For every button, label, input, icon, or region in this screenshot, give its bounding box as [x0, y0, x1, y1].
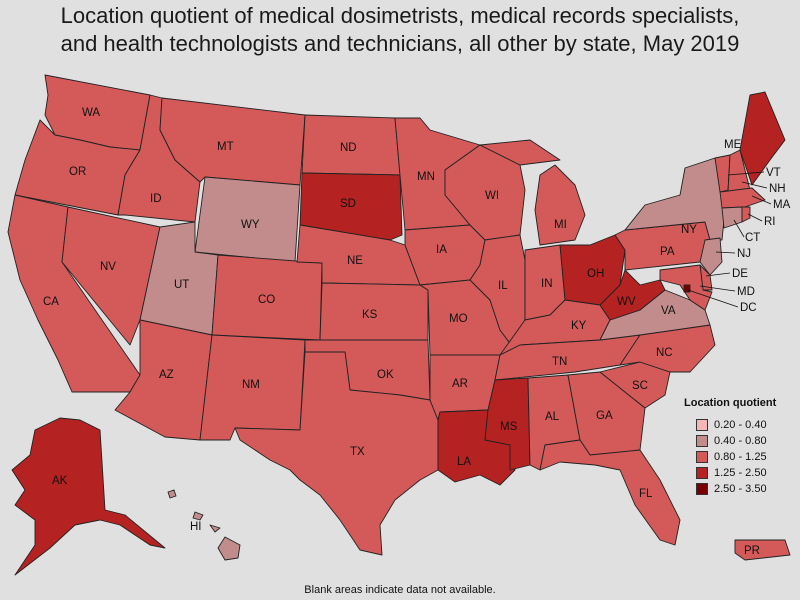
state-FL[interactable]: [539, 439, 681, 546]
title-line-2: and health technologists and technicians…: [60, 31, 740, 56]
svg-text:KY: KY: [571, 320, 587, 332]
svg-text:ME: ME: [724, 139, 742, 151]
svg-text:MA: MA: [773, 199, 791, 211]
legend-item: 1.25 - 2.50: [684, 465, 776, 481]
state-IL[interactable]: [469, 234, 526, 351]
svg-text:MI: MI: [554, 219, 567, 231]
legend-item: 0.40 - 0.80: [684, 433, 776, 449]
legend-title: Location quotient: [684, 397, 777, 409]
legend-label: 0.80 - 1.25: [714, 451, 767, 463]
legend-item: 0.20 - 0.40: [684, 417, 776, 433]
svg-text:MS: MS: [500, 421, 518, 433]
state-TX[interactable]: [234, 351, 439, 556]
svg-text:NM: NM: [242, 379, 260, 391]
leader-lines: [687, 171, 772, 308]
svg-text:NE: NE: [347, 255, 363, 267]
svg-text:AK: AK: [52, 475, 68, 487]
svg-text:CA: CA: [43, 296, 59, 308]
svg-text:PA: PA: [660, 246, 675, 258]
legend-label: 2.50 - 3.50: [714, 483, 767, 495]
svg-text:OK: OK: [377, 369, 394, 381]
svg-text:DC: DC: [740, 302, 757, 314]
svg-text:NV: NV: [100, 261, 116, 273]
state-CT[interactable]: [721, 206, 743, 229]
svg-text:MT: MT: [217, 141, 234, 153]
svg-text:DE: DE: [732, 268, 748, 280]
svg-text:CT: CT: [745, 232, 760, 244]
state-SD[interactable]: [299, 172, 403, 241]
svg-text:UT: UT: [174, 279, 189, 291]
state-PR[interactable]: [734, 539, 791, 561]
svg-text:AZ: AZ: [159, 369, 174, 381]
svg-text:HI: HI: [190, 521, 202, 533]
state-DC[interactable]: [683, 284, 691, 293]
svg-text:LA: LA: [457, 456, 471, 468]
legend-swatch: [696, 483, 708, 495]
svg-text:PR: PR: [744, 545, 760, 557]
svg-text:WA: WA: [82, 107, 100, 119]
svg-text:CO: CO: [258, 294, 275, 306]
state-AK[interactable]: [11, 417, 166, 576]
footnote: Blank areas indicate data not available.: [304, 584, 496, 596]
svg-text:TN: TN: [552, 356, 567, 368]
state-MI[interactable]: [479, 139, 586, 246]
svg-text:OH: OH: [587, 268, 604, 280]
svg-text:ID: ID: [150, 193, 162, 205]
state-labels: WA OR CA NV ID MT WY UT AZ CO NM ND SD N…: [43, 107, 791, 557]
svg-text:IA: IA: [436, 244, 447, 256]
svg-text:IN: IN: [541, 278, 553, 290]
svg-text:TX: TX: [350, 446, 365, 458]
svg-text:OR: OR: [69, 166, 86, 178]
svg-text:AR: AR: [452, 378, 468, 390]
state-ME[interactable]: [739, 91, 786, 186]
svg-text:GA: GA: [596, 410, 613, 422]
svg-text:VT: VT: [766, 167, 781, 179]
legend-label: 0.40 - 0.80: [714, 435, 767, 447]
legend-item: 0.80 - 1.25: [684, 449, 776, 465]
state-HI[interactable]: [167, 489, 241, 561]
state-KS[interactable]: [319, 282, 429, 341]
legend-swatch: [696, 419, 708, 431]
svg-text:WY: WY: [241, 219, 260, 231]
state-LA[interactable]: [437, 409, 516, 486]
svg-text:MD: MD: [737, 286, 755, 298]
legend-item: 2.50 - 3.50: [684, 481, 776, 497]
svg-text:KS: KS: [362, 309, 378, 321]
svg-text:FL: FL: [639, 488, 653, 500]
svg-text:NC: NC: [656, 347, 673, 359]
state-SC[interactable]: [599, 361, 671, 409]
svg-text:NY: NY: [681, 224, 697, 236]
state-NJ[interactable]: [699, 237, 723, 276]
svg-text:WI: WI: [485, 190, 499, 202]
legend-swatch: [696, 467, 708, 479]
legend: Location quotient 0.20 - 0.40 0.40 - 0.8…: [684, 397, 776, 497]
svg-text:SC: SC: [632, 380, 648, 392]
svg-text:ND: ND: [340, 142, 357, 154]
state-RI[interactable]: [741, 206, 751, 223]
svg-text:MN: MN: [417, 171, 435, 183]
legend-label: 0.20 - 0.40: [714, 419, 767, 431]
legend-swatch: [696, 451, 708, 463]
state-NV[interactable]: [61, 206, 161, 346]
map-title: Location quotient of medical dosimetrist…: [0, 2, 800, 58]
svg-text:WV: WV: [617, 296, 636, 308]
legend-label: 1.25 - 2.50: [714, 467, 767, 479]
svg-text:VA: VA: [661, 305, 676, 317]
state-MA[interactable]: [719, 187, 766, 209]
legend-swatch: [696, 435, 708, 447]
svg-text:NH: NH: [769, 183, 786, 195]
svg-text:MO: MO: [449, 313, 468, 325]
title-line-1: Location quotient of medical dosimetrist…: [60, 3, 740, 28]
svg-text:AL: AL: [545, 411, 560, 423]
svg-text:NJ: NJ: [737, 248, 751, 260]
svg-text:RI: RI: [764, 216, 776, 228]
svg-text:IL: IL: [498, 280, 508, 292]
svg-text:SD: SD: [340, 198, 356, 210]
